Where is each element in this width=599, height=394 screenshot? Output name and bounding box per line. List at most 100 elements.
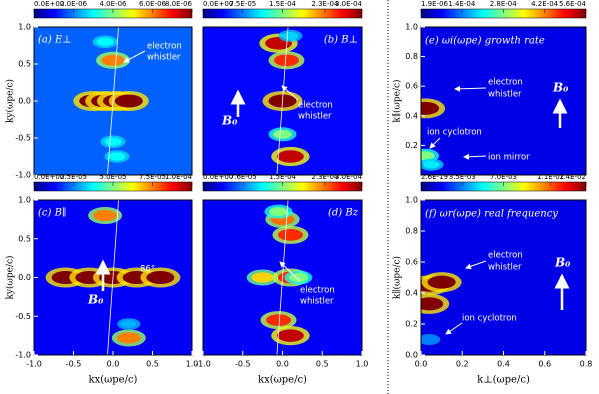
x-tick-label: -0.5 bbox=[66, 360, 82, 369]
heat-peak bbox=[277, 229, 303, 241]
x-tick-label: 0.4 bbox=[497, 360, 510, 369]
x-tick-label: -1.0 bbox=[26, 360, 42, 369]
y-tick-label: 0.8 bbox=[405, 227, 418, 236]
y-tick-label: 0.4 bbox=[405, 111, 418, 120]
annotation-arrow bbox=[463, 153, 487, 160]
annotation: ion cyclotron bbox=[462, 314, 517, 324]
x-tick-label: 0.0 bbox=[415, 360, 428, 369]
heat-peak bbox=[277, 150, 304, 163]
annotation: whistler bbox=[300, 297, 334, 307]
colorbar-label: 2.8E-04 bbox=[490, 0, 518, 8]
colorbar-label: 5.0E-05 bbox=[100, 173, 127, 181]
colorbar-label: 2.5E-05 bbox=[60, 173, 87, 181]
colorbar-label: 5.6E-04 bbox=[559, 0, 587, 8]
annotation: whistler bbox=[298, 112, 332, 122]
heatmap bbox=[421, 98, 446, 171]
colorbar-label: 0.0E+00 bbox=[34, 0, 64, 8]
y-axis-label: ky(ωpe/c) bbox=[5, 79, 16, 123]
heat-peak bbox=[93, 210, 117, 221]
colorbar-label: 2.3E-04 bbox=[311, 0, 339, 8]
y-axis-label: k∥(ωpe/c) bbox=[392, 79, 403, 122]
annotation: ion cyclotron bbox=[427, 128, 482, 138]
annotation-arrow bbox=[123, 50, 146, 63]
heatmap bbox=[45, 200, 181, 355]
y-tick-label: 0.6 bbox=[405, 258, 418, 267]
colorbar-label: 1.4E-04 bbox=[448, 0, 476, 8]
annotation: electron bbox=[488, 251, 523, 261]
heat-peak bbox=[121, 320, 137, 328]
y-tick-label: 0.4 bbox=[405, 289, 418, 298]
colorbar-label: 2.6E-19 bbox=[421, 173, 448, 181]
colorbar-label: 1.0E-04 bbox=[165, 173, 193, 181]
y-tick-label: 1.0 bbox=[405, 23, 418, 32]
y-tick-label: -1.0 bbox=[15, 171, 31, 180]
x-tick-label: 0.8 bbox=[580, 360, 593, 369]
annotation: whistler bbox=[488, 90, 522, 100]
heat-peak bbox=[104, 137, 122, 146]
x-tick-label: 0.5 bbox=[146, 360, 159, 369]
panel-title: (a) E⊥ bbox=[38, 35, 72, 46]
y-axis-label: k∥(ωpe/c) bbox=[392, 256, 403, 299]
x-tick-label: -1.0 bbox=[195, 360, 211, 369]
heat-peak bbox=[117, 332, 141, 344]
annotation-arrow bbox=[454, 85, 487, 92]
heat-peak bbox=[427, 275, 456, 289]
heat-peak bbox=[273, 54, 299, 67]
heatmap bbox=[73, 27, 149, 175]
colorbar bbox=[420, 8, 587, 19]
heat-peak bbox=[421, 151, 435, 161]
b-field-line bbox=[107, 200, 119, 355]
panel-title: (e) ωi(ωpe) growth rate bbox=[425, 36, 545, 47]
colorbar-label: 0.0E+00 bbox=[203, 0, 233, 8]
annotation-arrow bbox=[279, 261, 301, 282]
heat-peak bbox=[146, 271, 175, 284]
colorbar-label: 1.4E-02 bbox=[559, 173, 586, 181]
x-tick-label: 0.2 bbox=[456, 360, 469, 369]
y-axis-label: ky(ωpe/c) bbox=[5, 255, 16, 299]
y-tick-label: 0.0 bbox=[18, 273, 31, 282]
heat-peak bbox=[251, 272, 274, 283]
colorbar-label: 4.0E-06 bbox=[100, 0, 128, 8]
panel: 2.6E-19 3.5E-03 7.0E-03 1.1E-021.4E-020.00.… bbox=[392, 173, 593, 386]
x-tick-label: -0.5 bbox=[235, 360, 251, 369]
annotation: electron bbox=[147, 42, 182, 52]
panel: 0.0E+007.6E-05 1.5E-04 2.3E-043.0E-04 -1.0 -… bbox=[195, 173, 368, 386]
annotation: electron bbox=[488, 78, 523, 88]
colorbar-label: 2.3E-04 bbox=[311, 173, 339, 181]
colorbar-label: 6.0E-06 bbox=[139, 0, 167, 8]
heat-peak bbox=[423, 160, 440, 169]
field-label: B₀ bbox=[87, 293, 104, 307]
colorbar-label: 1.1E-02 bbox=[537, 173, 564, 181]
colorbar-label: 7.0E-03 bbox=[490, 173, 517, 181]
annotation: electron bbox=[300, 286, 335, 296]
annotation-arrow bbox=[445, 322, 463, 335]
y-tick-label: 0.6 bbox=[405, 82, 418, 91]
colorbar-label: 0.0E+00 bbox=[203, 173, 233, 181]
colorbar-label: 8.0E-06 bbox=[165, 0, 193, 8]
heat-peak bbox=[421, 101, 440, 115]
annotation: whistler bbox=[488, 263, 522, 273]
heat-peak bbox=[266, 314, 292, 326]
y-tick-label: 0.5 bbox=[18, 60, 31, 69]
y-tick-label: -1.0 bbox=[15, 351, 31, 360]
field-label: B₀ bbox=[554, 256, 571, 270]
heatmap bbox=[259, 27, 310, 175]
y-tick-label: 1.0 bbox=[18, 23, 31, 32]
heat-peak bbox=[277, 329, 304, 342]
colorbar-label: 1.5E-04 bbox=[269, 0, 297, 8]
plot-frame bbox=[420, 26, 587, 176]
annotation-arrow bbox=[281, 85, 299, 101]
heat-peak bbox=[114, 94, 143, 108]
x-tick-label: 0.5 bbox=[316, 360, 329, 369]
heat-peak bbox=[108, 152, 126, 161]
x-tick-label: 0.0 bbox=[107, 360, 120, 369]
heat-peak bbox=[269, 207, 289, 217]
panel-title: (c) B∥ bbox=[38, 207, 67, 219]
colorbar-label: 1.9E-06 bbox=[421, 0, 449, 8]
x-tick-label: 0.0 bbox=[276, 360, 289, 369]
colorbar-label: 4.2E-04 bbox=[531, 0, 559, 8]
b-field-line bbox=[107, 27, 119, 175]
y-tick-label: 1.0 bbox=[405, 196, 418, 205]
panel-title: (d) Bz bbox=[328, 208, 359, 219]
